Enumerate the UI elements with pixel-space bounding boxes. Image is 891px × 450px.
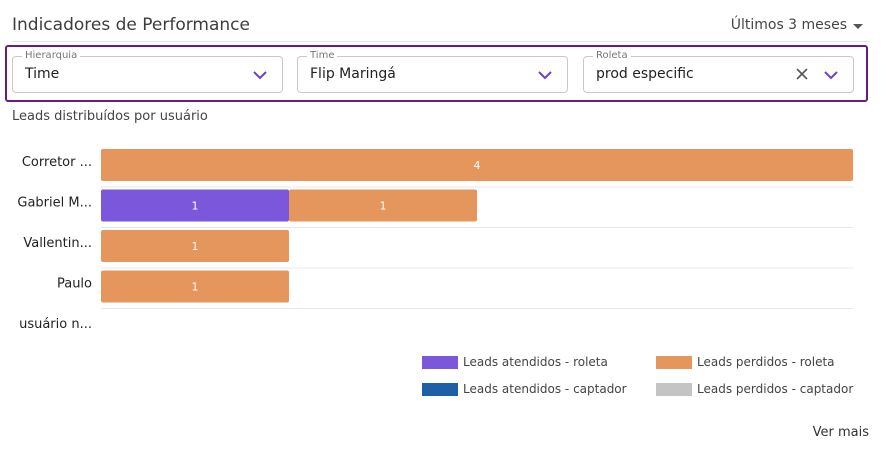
legend-swatch	[656, 355, 692, 369]
legend-swatch	[656, 382, 692, 396]
hierarquia-label: Hierarquia	[22, 50, 81, 62]
bar-gabrielm-series1[interactable]	[289, 189, 477, 222]
category-label: Vallentin...	[23, 236, 92, 251]
legend-label: Leads perdidos - roleta	[697, 355, 835, 369]
bar-value-label: 1	[192, 200, 199, 213]
clear-icon[interactable]	[795, 67, 809, 81]
category-label: Paulo	[57, 277, 92, 292]
category-label: Corretor ...	[22, 155, 92, 170]
roleta-select[interactable]: Roleta prod especific	[583, 50, 854, 93]
hierarquia-value: Time	[25, 66, 60, 82]
time-select[interactable]: Time Flip Maringá	[297, 50, 568, 93]
hierarquia-select[interactable]: Hierarquia Time	[12, 50, 283, 93]
time-label: Time	[307, 50, 338, 62]
legend-item[interactable]: Leads perdidos - captador	[656, 382, 853, 396]
category-label: usuário n...	[19, 317, 92, 332]
legend-label: Leads atendidos - roleta	[463, 355, 608, 369]
roleta-label: Roleta	[593, 50, 631, 62]
legend-item[interactable]: Leads atendidos - roleta	[422, 355, 608, 369]
time-value: Flip Maringá	[310, 66, 396, 82]
bar-value-label: 1	[192, 240, 199, 253]
bar-corretor-series1[interactable]	[101, 149, 853, 181]
header-divider	[12, 41, 869, 42]
chart-title: Leads distribuídos por usuário	[12, 109, 208, 124]
chevron-down-icon[interactable]	[252, 70, 268, 80]
legend-label: Leads perdidos - captador	[697, 382, 854, 396]
roleta-value: prod especific	[596, 66, 694, 82]
period-label: Últimos 3 meses	[730, 17, 847, 33]
bar-gabrielm-series0[interactable]	[101, 189, 289, 222]
period-selector[interactable]: Últimos 3 meses	[731, 17, 863, 33]
legend-item[interactable]: Leads atendidos - captador	[422, 382, 627, 396]
filters-panel: Hierarquia Time Time Flip Maringá Roleta…	[5, 45, 868, 102]
bar-paulo-series1[interactable]	[101, 270, 289, 303]
page-title: Indicadores de Performance	[12, 15, 250, 35]
ver-mais-link[interactable]: Ver mais	[812, 425, 869, 440]
legend-item[interactable]: Leads perdidos - roleta	[656, 355, 835, 369]
legend-label: Leads atendidos - captador	[463, 382, 627, 396]
leads-bar-chart: Corretor ... 4 Gabriel M... 1 1 Vallentin... 1…	[17, 149, 853, 332]
legend-swatch	[422, 355, 458, 369]
chevron-down-icon[interactable]	[823, 70, 839, 80]
bar-value-label: 4	[474, 159, 481, 172]
chevron-down-icon[interactable]	[537, 70, 553, 80]
category-label: Gabriel M...	[17, 196, 92, 211]
bar-value-label: 1	[380, 200, 387, 213]
caret-down-icon	[853, 23, 863, 29]
bar-vallentin-series1[interactable]	[101, 230, 289, 262]
legend-swatch	[422, 382, 458, 396]
bar-value-label: 1	[192, 281, 199, 294]
